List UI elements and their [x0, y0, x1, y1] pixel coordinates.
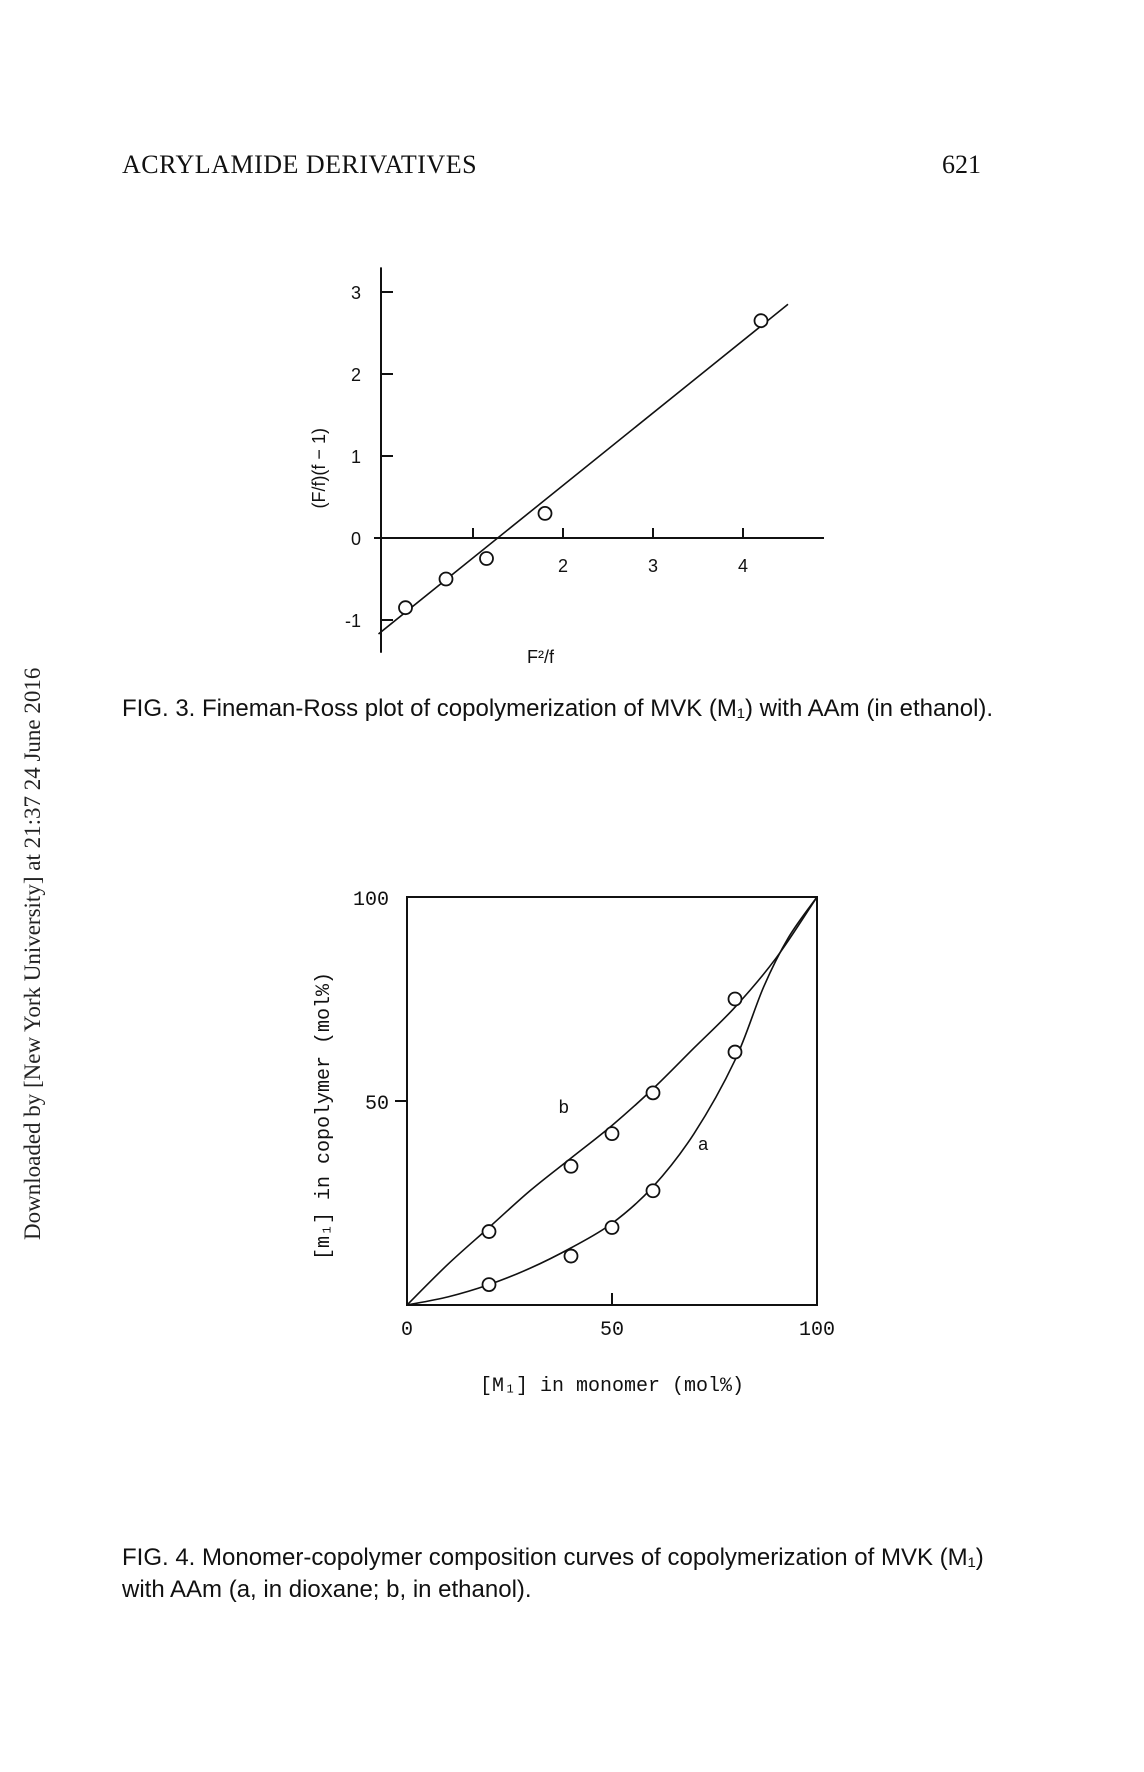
page-number: 621: [942, 150, 981, 179]
fig3-y-tick-label: -1: [345, 611, 361, 631]
fig4-point-b: [645, 1085, 661, 1101]
fig4-plot-frame: [406, 896, 818, 1306]
fig4-x-tick-label: 100: [799, 1319, 835, 1342]
fig3-x-tick-label: 3: [648, 556, 658, 576]
fig4-point-b: [563, 1158, 579, 1174]
running-head: ACRYLAMIDE DERIVATIVES: [122, 150, 478, 179]
fig3-x-tick-label: 4: [738, 556, 748, 576]
fig3-data-point: [398, 600, 413, 616]
fig3-data-point: [479, 551, 494, 566]
fig4-curve-b: [406, 896, 818, 1306]
fig4-point-b: [481, 1224, 497, 1239]
fig3-data-point: [753, 313, 769, 329]
fig4-curve-a: [406, 896, 818, 1306]
fig4-x-tick-label: 0: [401, 1319, 413, 1342]
fig4-point-a: [563, 1248, 579, 1264]
fig4-curve-label-a: a: [698, 1134, 709, 1154]
fig4-composition-curves: 0 50 100 50 100 [M₁] in monomer (mol%) [m₁] in…: [313, 889, 835, 1398]
fig4-curve-label-b: b: [559, 1097, 569, 1117]
fig3-caption: FIG. 3. Fineman-Ross plot of copolymeriz…: [122, 695, 994, 722]
fig4-x-tick-label: 50: [600, 1319, 624, 1342]
fig3-fit-line: [377, 303, 789, 635]
fig3-x-axis-title: F²/f: [527, 647, 555, 667]
fig4-point-a: [604, 1220, 620, 1235]
fig4-y-tick-label: 50: [365, 1093, 389, 1116]
fig3-y-axis-title: (F/f)(f − 1): [309, 428, 329, 509]
fig4-point-a: [727, 1044, 743, 1060]
fig3-y-tick-label: 1: [351, 447, 361, 467]
fig3-y-tick-label: 3: [351, 283, 361, 303]
fig4-y-tick-label: 100: [353, 889, 389, 912]
fig3-data-point: [537, 506, 553, 521]
fig3-fineman-ross-plot: -1 0 1 2 3 2 3 4 F²/f (F/f)(f − 1): [309, 267, 824, 667]
fig4-point-a: [481, 1277, 497, 1292]
fig3-x-tick-label: 2: [558, 556, 568, 576]
fig4-point-a: [645, 1183, 661, 1199]
fig4-point-b: [604, 1126, 620, 1142]
fig4-point-b: [727, 991, 743, 1007]
fig4-y-axis-title: [m₁] in copolymer (mol%): [313, 972, 336, 1260]
fig4-caption: FIG. 4. Monomer-copolymer composition cu…: [122, 1544, 984, 1603]
fig3-y-tick-label: 2: [351, 365, 361, 385]
fig4-x-axis-title: [M₁] in monomer (mol%): [480, 1375, 744, 1398]
fig3-y-tick-label: 0: [351, 529, 361, 549]
fig3-data-point: [438, 571, 454, 587]
